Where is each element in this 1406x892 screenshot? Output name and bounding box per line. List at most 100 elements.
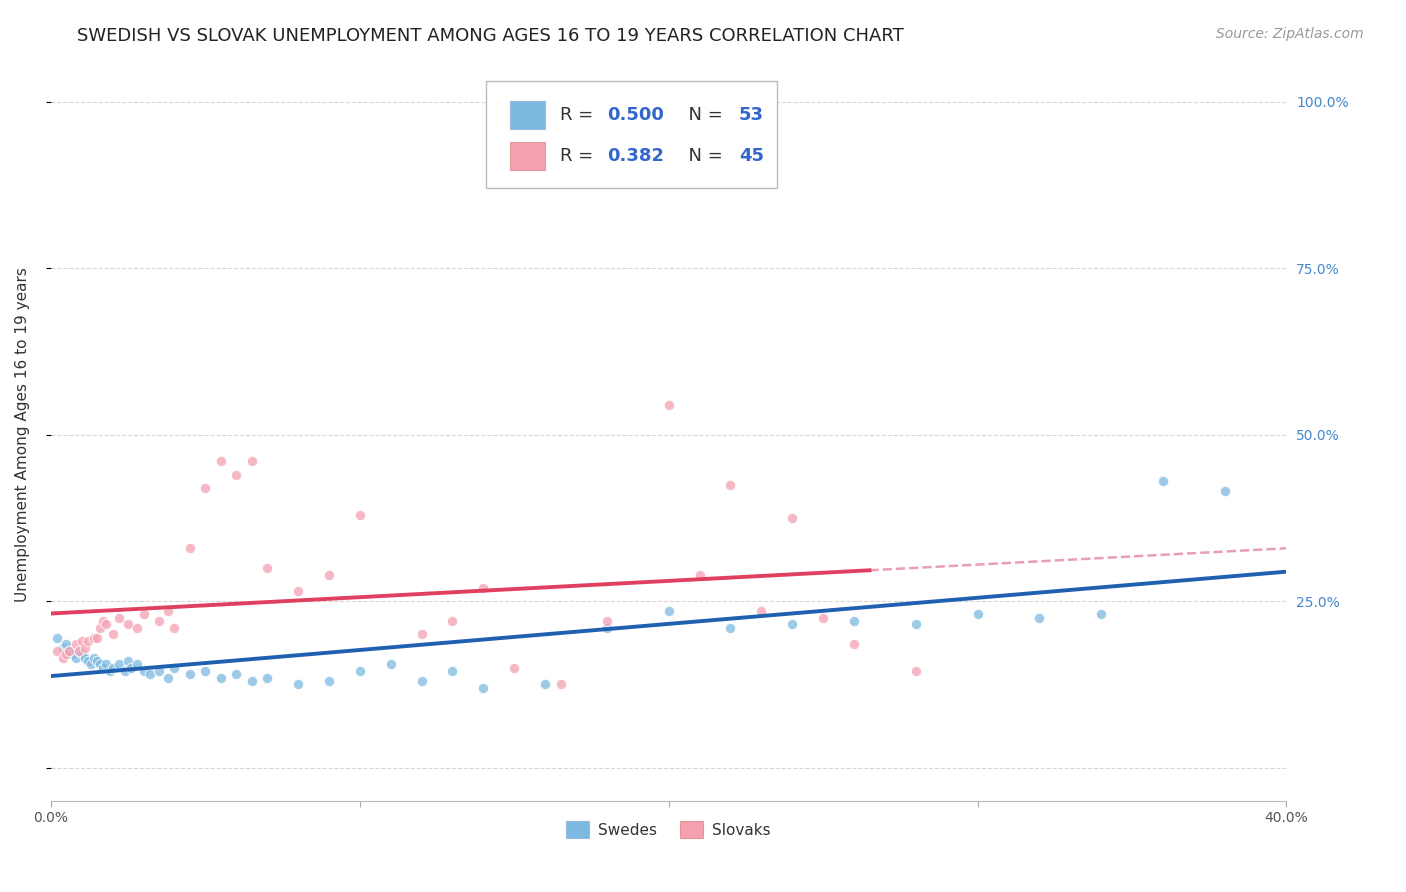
Point bbox=[77, 634, 100, 648]
Point bbox=[65, 650, 87, 665]
Point bbox=[842, 637, 865, 651]
Point bbox=[240, 673, 263, 688]
Point bbox=[132, 607, 155, 622]
Point bbox=[157, 604, 180, 618]
Point bbox=[194, 481, 217, 495]
Point bbox=[411, 673, 433, 688]
Point bbox=[179, 541, 201, 555]
Point bbox=[441, 614, 464, 628]
Point bbox=[120, 661, 142, 675]
Point bbox=[780, 617, 803, 632]
Point bbox=[86, 631, 108, 645]
Text: 0.382: 0.382 bbox=[607, 147, 664, 165]
Point bbox=[93, 614, 115, 628]
Point bbox=[55, 637, 77, 651]
Point bbox=[179, 667, 201, 681]
Point bbox=[689, 567, 711, 582]
Text: Source: ZipAtlas.com: Source: ZipAtlas.com bbox=[1216, 27, 1364, 41]
Point bbox=[83, 631, 105, 645]
Point bbox=[225, 667, 247, 681]
Point bbox=[966, 607, 988, 622]
Point bbox=[86, 654, 108, 668]
Point bbox=[380, 657, 402, 672]
Point bbox=[287, 677, 309, 691]
Point bbox=[70, 634, 93, 648]
Text: N =: N = bbox=[678, 105, 728, 124]
Text: N =: N = bbox=[678, 147, 728, 165]
Text: 0.500: 0.500 bbox=[607, 105, 664, 124]
Point bbox=[240, 454, 263, 468]
Text: R =: R = bbox=[560, 105, 599, 124]
Point bbox=[596, 621, 619, 635]
Point bbox=[904, 664, 927, 678]
Point bbox=[318, 673, 340, 688]
Point bbox=[811, 611, 834, 625]
Point bbox=[1152, 475, 1174, 489]
Point bbox=[534, 677, 557, 691]
FancyBboxPatch shape bbox=[486, 81, 778, 188]
Point bbox=[550, 677, 572, 691]
Point bbox=[65, 637, 87, 651]
Point bbox=[472, 581, 495, 595]
Point bbox=[256, 561, 278, 575]
Point bbox=[720, 621, 742, 635]
Point bbox=[83, 650, 105, 665]
Point bbox=[89, 621, 111, 635]
Point bbox=[62, 648, 84, 662]
Point bbox=[720, 477, 742, 491]
Point bbox=[318, 567, 340, 582]
Point bbox=[842, 614, 865, 628]
Point bbox=[1213, 484, 1236, 499]
Point bbox=[80, 657, 103, 672]
Point bbox=[89, 657, 111, 672]
Point bbox=[67, 644, 90, 658]
Point bbox=[58, 644, 80, 658]
Point bbox=[107, 611, 129, 625]
Point bbox=[148, 614, 170, 628]
Point bbox=[132, 664, 155, 678]
Text: R =: R = bbox=[560, 147, 599, 165]
Y-axis label: Unemployment Among Ages 16 to 19 years: Unemployment Among Ages 16 to 19 years bbox=[15, 268, 30, 602]
Text: SWEDISH VS SLOVAK UNEMPLOYMENT AMONG AGES 16 TO 19 YEARS CORRELATION CHART: SWEDISH VS SLOVAK UNEMPLOYMENT AMONG AGE… bbox=[77, 27, 904, 45]
Point bbox=[209, 671, 232, 685]
Point bbox=[209, 454, 232, 468]
Point bbox=[107, 657, 129, 672]
Point bbox=[163, 621, 186, 635]
Point bbox=[904, 617, 927, 632]
Point bbox=[157, 671, 180, 685]
Point bbox=[117, 654, 139, 668]
Point bbox=[46, 631, 69, 645]
Point bbox=[225, 467, 247, 482]
Text: 45: 45 bbox=[740, 147, 763, 165]
Point bbox=[77, 654, 100, 668]
Point bbox=[96, 657, 118, 672]
Text: 53: 53 bbox=[740, 105, 763, 124]
Legend: Swedes, Slovaks: Swedes, Slovaks bbox=[560, 814, 778, 845]
Point bbox=[256, 671, 278, 685]
Point bbox=[96, 617, 118, 632]
Point bbox=[441, 664, 464, 678]
Point bbox=[138, 667, 160, 681]
Point bbox=[1090, 607, 1112, 622]
Point bbox=[127, 621, 149, 635]
Point bbox=[349, 508, 371, 522]
Point bbox=[287, 584, 309, 599]
Point bbox=[472, 681, 495, 695]
Point bbox=[114, 664, 136, 678]
Point bbox=[127, 657, 149, 672]
Point bbox=[73, 650, 96, 665]
Point bbox=[93, 661, 115, 675]
Point bbox=[749, 604, 772, 618]
Point bbox=[46, 644, 69, 658]
Point bbox=[101, 627, 124, 641]
Point bbox=[52, 640, 75, 655]
Point bbox=[596, 614, 619, 628]
Point bbox=[163, 661, 186, 675]
Point bbox=[658, 398, 681, 412]
Point bbox=[194, 664, 217, 678]
Point bbox=[55, 648, 77, 662]
Point bbox=[503, 661, 526, 675]
Point bbox=[1028, 611, 1050, 625]
Point bbox=[101, 661, 124, 675]
Point bbox=[52, 650, 75, 665]
